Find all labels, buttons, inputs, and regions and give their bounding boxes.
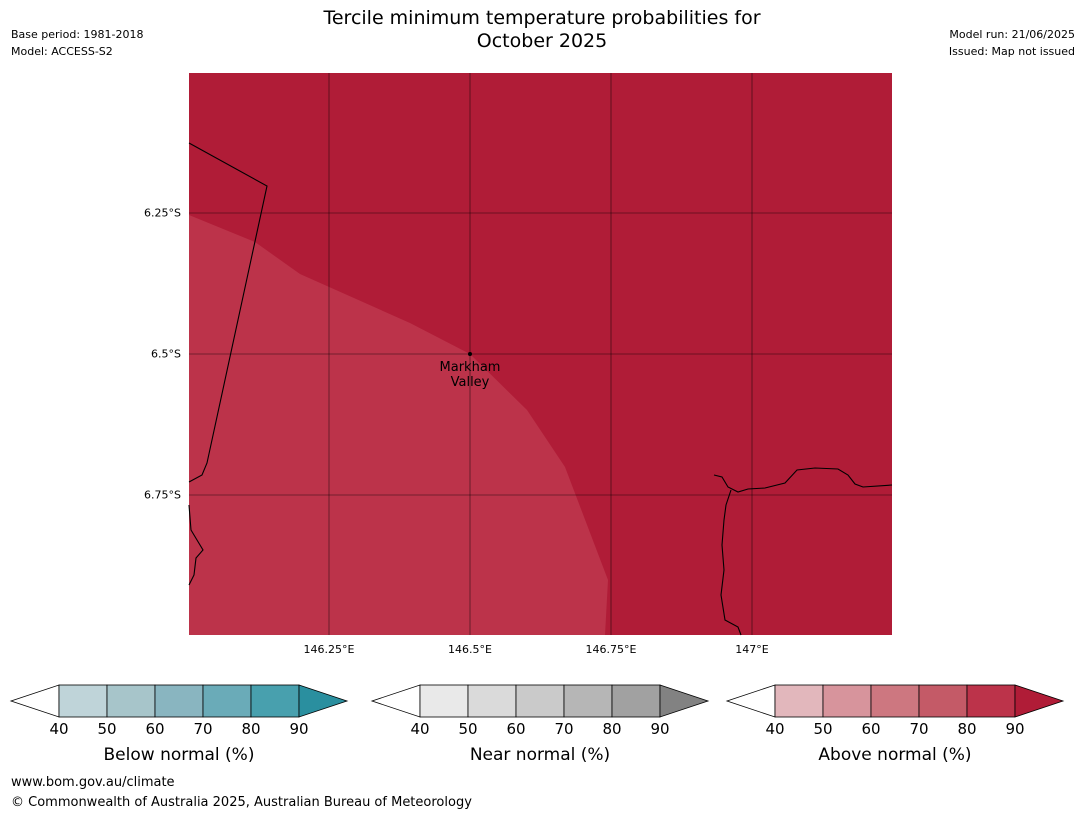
lon-label-146-25: 146.25°E	[303, 643, 355, 656]
map-title: Tercile minimum temperature probabilitie…	[242, 7, 842, 53]
below-normal-tick-60: 60	[145, 720, 165, 738]
place-name-line-1: Markham	[439, 360, 501, 375]
lat-label-6-5: 6.5°S	[151, 347, 181, 361]
base-period: Base period: 1981-2018	[11, 28, 144, 41]
lat-label-6-75: 6.75°S	[144, 488, 181, 502]
near-normal-bin-40-50	[419, 684, 469, 718]
place-label-markham-valley: Markham Valley	[440, 360, 501, 390]
above-normal-tick-90: 90	[1005, 720, 1025, 738]
run-info: Model run: 21/06/2025 Issued: Map not is…	[949, 26, 1075, 60]
title-line-1: Tercile minimum temperature probabilitie…	[323, 7, 761, 29]
lon-label-146-75: 146.75°E	[585, 643, 637, 656]
above-normal-bin-40-50	[774, 684, 824, 718]
footer-copyright: © Commonwealth of Australia 2025, Austra…	[11, 795, 472, 810]
coastline-boundaries	[188, 142, 893, 636]
below-normal-tick-40: 40	[49, 720, 69, 738]
below-normal-tick-70: 70	[193, 720, 213, 738]
above-normal-bin-80-90	[966, 684, 1016, 718]
near-normal-tick-90: 90	[650, 720, 670, 738]
above-normal-legend-title: Above normal (%)	[818, 745, 972, 765]
above-normal-high-arrow	[1014, 684, 1065, 718]
above-normal-bin-70-80	[918, 684, 968, 718]
near-normal-tick-70: 70	[554, 720, 574, 738]
below-normal-bin-50-60	[106, 684, 156, 718]
near-normal-tick-60: 60	[506, 720, 526, 738]
above-normal-tick-60: 60	[861, 720, 881, 738]
above-normal-bin-50-60	[822, 684, 872, 718]
near-normal-high-arrow	[659, 684, 710, 718]
below-normal-legend-title: Below normal (%)	[103, 745, 255, 765]
near-normal-bin-50-60	[467, 684, 517, 718]
title-line-2: October 2025	[476, 30, 608, 52]
base-info: Base period: 1981-2018 Model: ACCESS-S2	[11, 26, 143, 60]
near-normal-legend-title: Near normal (%)	[469, 745, 611, 765]
place-name-line-2: Valley	[450, 375, 490, 390]
below-normal-tick-50: 50	[97, 720, 117, 738]
model-name: Model: ACCESS-S2	[11, 45, 113, 58]
above-normal-low-arrow	[725, 684, 776, 718]
lon-label-147: 147°E	[735, 643, 769, 656]
above-normal-bin-60-70	[870, 684, 920, 718]
issued-status: Issued: Map not issued	[948, 45, 1075, 58]
lon-label-146-5: 146.5°E	[448, 643, 492, 656]
near-normal-tick-40: 40	[410, 720, 430, 738]
place-marker	[468, 352, 472, 356]
below-normal-bin-70-80	[202, 684, 252, 718]
near-normal-bin-80-90	[611, 684, 661, 718]
below-normal-tick-80: 80	[241, 720, 261, 738]
below-normal-high-arrow	[298, 684, 349, 718]
above-normal-tick-50: 50	[813, 720, 833, 738]
near-normal-tick-50: 50	[458, 720, 478, 738]
above-normal-tick-80: 80	[957, 720, 977, 738]
near-normal-tick-80: 80	[602, 720, 622, 738]
model-run: Model run: 21/06/2025	[949, 28, 1075, 41]
footer-url: www.bom.gov.au/climate	[11, 775, 175, 790]
gridlines	[189, 73, 892, 635]
above-normal-tick-40: 40	[765, 720, 785, 738]
above-80-region	[189, 215, 608, 635]
near-normal-bin-70-80	[563, 684, 613, 718]
above-normal-tick-70: 70	[909, 720, 929, 738]
below-normal-tick-90: 90	[289, 720, 309, 738]
lat-label-6-25: 6.25°S	[144, 206, 181, 220]
